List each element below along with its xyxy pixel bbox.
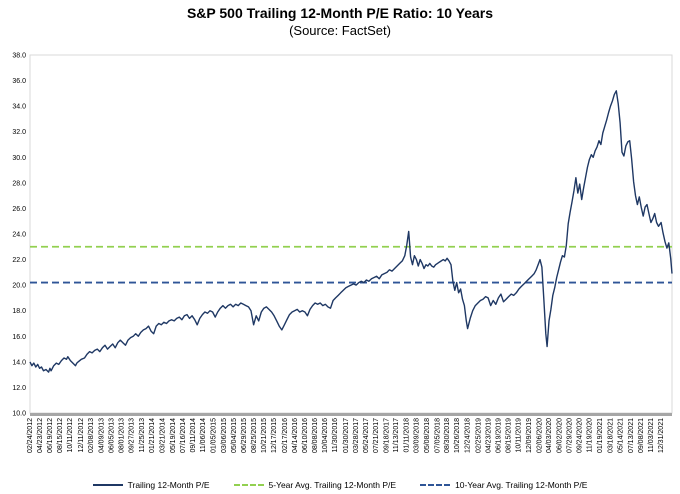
y-axis-tick-label: 36.0: [12, 78, 26, 85]
x-axis-tick-label: 05/19/2014: [170, 418, 177, 453]
legend-label: Trailing 12-Month P/E: [127, 480, 210, 490]
y-axis-tick-label: 30.0: [12, 155, 26, 162]
x-axis-tick-label: 03/18/2021: [607, 418, 614, 453]
x-axis-tick-label: 02/25/2019: [476, 418, 483, 453]
x-axis-tick-label: 02/08/2013: [88, 418, 95, 453]
x-axis-tick-label: 11/06/2014: [200, 418, 207, 453]
x-axis-tick-label: 08/08/2016: [312, 418, 319, 453]
x-axis-tick-label: 08/01/2013: [119, 418, 126, 453]
x-axis-tick-label: 10/11/2012: [67, 418, 74, 453]
y-axis-tick-label: 16.0: [12, 334, 26, 341]
x-axis-tick-label: 01/19/2021: [597, 418, 604, 453]
chart-header: S&P 500 Trailing 12-Month P/E Ratio: 10 …: [0, 5, 680, 39]
y-axis-tick-label: 20.0: [12, 283, 26, 290]
x-axis-tick-label: 02/17/2016: [282, 418, 289, 453]
x-axis-tick-label: 03/06/2015: [221, 418, 228, 453]
x-axis-tick-label: 03/21/2014: [159, 418, 166, 453]
x-axis-tick-label: 11/30/2016: [332, 418, 339, 453]
x-axis-tick-label: 04/14/2016: [292, 418, 299, 453]
x-axis-tick-label: 10/11/2019: [516, 418, 523, 453]
y-axis-tick-label: 24.0: [12, 232, 26, 239]
x-axis-tick-label: 11/13/2017: [393, 418, 400, 453]
x-axis-tick-label: 11/25/2013: [139, 418, 146, 453]
x-axis-tick-label: 01/11/2018: [404, 418, 411, 453]
x-axis-tick-label: 08/30/2018: [444, 418, 451, 453]
x-axis-tick-label: 11/19/2020: [587, 418, 594, 453]
x-axis-tick-label: 01/30/2017: [343, 418, 350, 453]
x-axis-tick-label: 04/09/2013: [99, 418, 106, 453]
x-axis-tick-label: 12/31/2021: [658, 418, 665, 453]
x-axis-tick-label: 08/15/2019: [506, 418, 513, 453]
y-axis-tick-label: 28.0: [12, 180, 26, 187]
x-axis-tick-label: 12/17/2015: [271, 418, 278, 453]
x-axis-tick-label: 01/21/2014: [149, 418, 156, 453]
x-axis-tick-label: 09/27/2013: [129, 418, 136, 453]
x-axis-tick-label: 08/15/2012: [57, 418, 64, 453]
solid-line-icon: [92, 484, 123, 486]
legend-item-5yr-avg: 5-Year Avg. Trailing 12-Month P/E: [233, 480, 397, 490]
x-axis-tick-label: 07/16/2014: [180, 418, 187, 453]
x-axis-tick-label: 06/10/2016: [302, 418, 309, 453]
x-axis-tick-label: 05/08/2018: [424, 418, 431, 453]
legend-item-trailing-pe: Trailing 12-Month P/E: [92, 480, 210, 490]
plot-area-border: [29, 54, 673, 414]
legend-label: 5-Year Avg. Trailing 12-Month P/E: [268, 480, 397, 490]
chart-title: S&P 500 Trailing 12-Month P/E Ratio: 10 …: [186, 5, 494, 21]
x-axis-tick-label: 09/24/2020: [577, 418, 584, 453]
y-axis-tick-label: 18.0: [12, 308, 26, 315]
x-axis-tick-label: 03/28/2017: [353, 418, 360, 453]
x-axis-tick-label: 05/14/2021: [617, 418, 624, 453]
x-axis-tick-label: 04/03/2020: [546, 418, 553, 453]
x-axis-tick-label: 07/13/2021: [628, 418, 635, 453]
x-axis-tick-label: 02/06/2020: [536, 418, 543, 453]
x-axis-tick-label: 04/23/2012: [37, 418, 44, 453]
legend-label: 10-Year Avg. Trailing 12-Month P/E: [455, 480, 588, 490]
pe-ratio-line-chart: 38.0 36.0 34.0 32.0 30.0 28.0 26.0 24.0 22.0 20.0…: [12, 53, 673, 453]
x-axis-tick-label: 09/11/2014: [190, 418, 197, 453]
x-axis-tick-label: 05/24/2017: [363, 418, 370, 453]
x-axis-tick-label: 06/29/2015: [241, 418, 248, 453]
x-axis-tick-label: 03/09/2018: [414, 418, 421, 453]
trailing-pe-series-line: [29, 90, 673, 373]
y-axis-tick-label: 38.0: [12, 53, 26, 60]
x-axis-tick-label: 10/26/2018: [454, 418, 461, 453]
green-dashed-line-icon: [233, 484, 264, 486]
x-axis-tick-label: 07/29/2020: [567, 418, 574, 453]
x-axis-tick-label: 12/24/2018: [464, 418, 471, 453]
x-axis-tick-label: 04/23/2019: [486, 418, 493, 453]
x-axis-tick-label: 06/19/2019: [496, 418, 503, 453]
x-axis-tick-label: 12/11/2012: [78, 418, 85, 453]
x-axis-tick-label: 08/25/2015: [251, 418, 258, 453]
x-axis-tick-label: 11/03/2021: [648, 418, 655, 453]
x-axis-tick-label: 05/04/2015: [231, 418, 238, 453]
x-axis-tick-label: 10/04/2016: [322, 418, 329, 453]
chart-subtitle: (Source: FactSet): [289, 22, 391, 38]
chart-legend: Trailing 12-Month P/E 5-Year Avg. Traili…: [0, 480, 680, 490]
legend-item-10yr-avg: 10-Year Avg. Trailing 12-Month P/E: [420, 480, 587, 490]
x-axis-tick-label: 06/19/2012: [47, 418, 54, 453]
y-axis-tick-label: 34.0: [12, 104, 26, 111]
x-axis-tick-label: 09/08/2021: [638, 418, 645, 453]
x-axis-tick-label: 01/05/2015: [210, 418, 217, 453]
x-axis-tick-label: 09/18/2017: [383, 418, 390, 453]
x-axis-tick-label: 07/05/2018: [434, 418, 441, 453]
x-axis-tick-label: 07/21/2017: [373, 418, 380, 453]
x-axis-tick-label: 06/05/2013: [109, 418, 116, 453]
blue-dashed-line-icon: [420, 484, 451, 486]
x-axis-tick-label: 02/24/2012: [27, 418, 34, 453]
y-axis-tick-label: 10.0: [12, 411, 26, 418]
x-axis-tick-label: 10/21/2015: [261, 418, 268, 453]
x-axis-tick-label: 06/02/2020: [557, 418, 564, 453]
y-axis-tick-label: 32.0: [12, 129, 26, 136]
y-axis-tick-label: 14.0: [12, 359, 26, 366]
y-axis-tick-label: 12.0: [12, 385, 26, 392]
y-axis-tick-label: 22.0: [12, 257, 26, 264]
y-axis-tick-label: 26.0: [12, 206, 26, 213]
x-axis-tick-label: 12/09/2019: [526, 418, 533, 453]
